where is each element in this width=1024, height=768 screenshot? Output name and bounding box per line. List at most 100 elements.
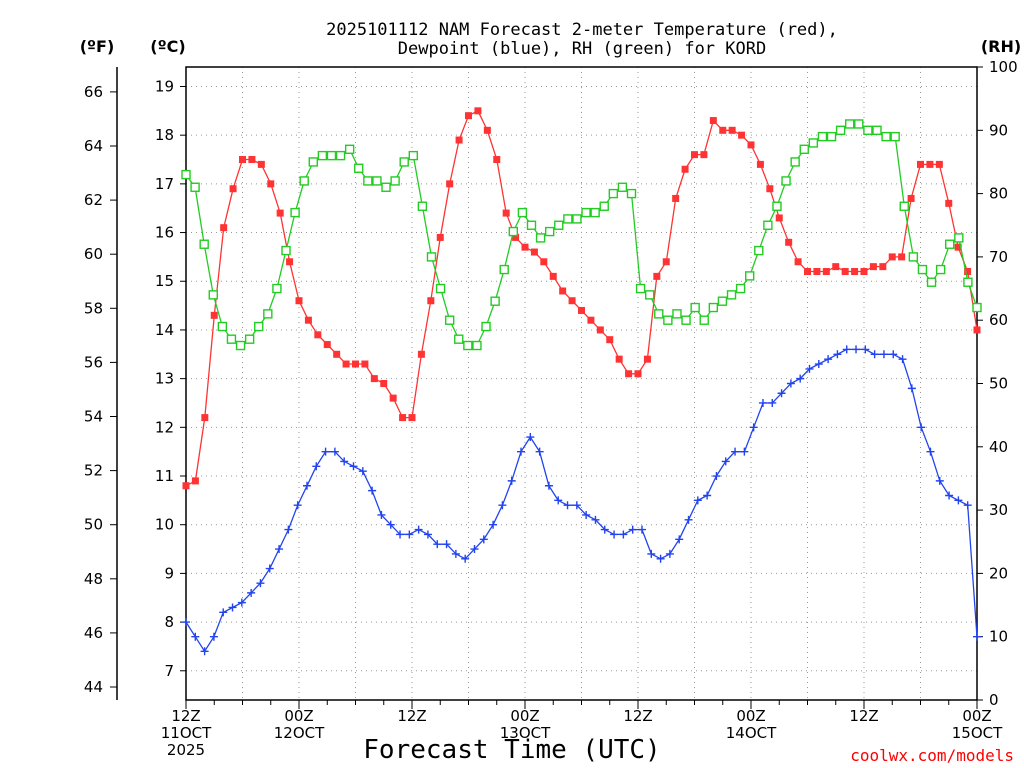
temperature-point — [869, 263, 877, 271]
dewpoint-point — [805, 364, 814, 373]
temperature-point — [483, 126, 491, 134]
celsius-tick-label: 16 — [155, 224, 174, 242]
dewpoint-point — [479, 535, 488, 544]
rh-point — [190, 182, 200, 192]
rh-point — [199, 239, 209, 249]
rh-point — [508, 226, 519, 237]
rh-point — [563, 214, 573, 224]
temperature-point — [643, 355, 651, 363]
temperature-point — [427, 297, 435, 305]
temperature-point — [220, 224, 228, 232]
dewpoint-point — [405, 530, 414, 539]
fahrenheit-tick-label: 52 — [84, 462, 103, 480]
dewpoint-point — [684, 515, 693, 524]
temperature-point — [201, 414, 209, 422]
celsius-tick-label: 10 — [155, 516, 174, 534]
dewpoint-point — [582, 510, 591, 519]
rh-point — [708, 302, 719, 313]
temperature-point — [465, 112, 472, 120]
rh-point — [935, 264, 946, 275]
celsius-tick-label: 7 — [164, 662, 174, 680]
rh-point — [717, 296, 728, 306]
rh-point — [617, 182, 628, 192]
celsius-tick-label: 19 — [155, 77, 174, 95]
temperature-point — [304, 316, 312, 324]
rh-point — [390, 176, 400, 186]
temperature-point — [436, 233, 444, 241]
grid-layer — [186, 67, 977, 700]
rh-point — [608, 188, 619, 199]
dewpoint-point — [610, 530, 619, 539]
temperature-point — [549, 272, 557, 280]
temperature-point — [653, 272, 661, 280]
rh-point — [472, 340, 482, 351]
rh-point — [535, 233, 546, 243]
celsius-tick-label: 9 — [164, 564, 174, 582]
rh-point — [517, 207, 528, 218]
dewpoint-point — [786, 379, 795, 388]
temperature-point — [747, 141, 755, 149]
temperature-point — [229, 185, 237, 193]
x-tick-label: 12Z — [623, 707, 652, 725]
rh-point — [790, 157, 800, 167]
temperature-point — [587, 316, 595, 324]
rh-point — [735, 283, 746, 294]
temperature-point — [832, 263, 840, 271]
rh-point — [235, 340, 246, 351]
temperature-point — [455, 136, 463, 144]
rh-point — [663, 315, 673, 325]
dewpoint-point — [219, 608, 228, 617]
dewpoint-point — [442, 540, 451, 549]
dewpoint-point — [544, 481, 553, 490]
fahrenheit-tick-label: 60 — [84, 245, 103, 263]
temperature-point — [568, 297, 576, 305]
dewpoint-point — [861, 345, 870, 354]
dewpoint-point — [712, 472, 721, 481]
credit-text: coolwx.com/models — [850, 746, 1014, 765]
temperature-point — [681, 165, 689, 173]
rh-point — [181, 169, 191, 180]
x-tick-label: 12Z — [397, 707, 426, 725]
dewpoint-point — [507, 476, 516, 485]
temperature-point — [728, 126, 736, 134]
temperature-point — [399, 414, 407, 422]
rh-point — [626, 188, 637, 199]
dewpoint-point — [330, 447, 339, 456]
rh-point — [263, 309, 273, 319]
temperature-point — [756, 160, 764, 168]
celsius-tick-label: 18 — [155, 126, 174, 144]
temperature-point — [775, 214, 783, 222]
fahrenheit-tick-label: 66 — [84, 83, 103, 101]
dewpoint-point — [721, 457, 730, 466]
dewpoint-point — [842, 345, 851, 354]
rh-point — [417, 201, 428, 211]
dewpoint-point — [368, 486, 377, 495]
rh-point — [763, 220, 773, 230]
rh-point — [272, 283, 282, 294]
rh-point — [772, 201, 782, 211]
rh-point — [781, 176, 791, 186]
rh-point — [354, 163, 364, 173]
temperature-point — [700, 151, 708, 159]
rh-tick-label: 10 — [989, 628, 1008, 646]
rh-tick-label: 100 — [989, 58, 1018, 76]
temperature-point — [239, 156, 246, 164]
rh-point — [381, 182, 391, 192]
rh-tick-label: 60 — [989, 311, 1008, 329]
rh-point — [526, 220, 537, 230]
rh-point — [208, 290, 218, 300]
dewpoint-point — [377, 510, 386, 519]
temperature-point — [257, 160, 265, 168]
rh-point — [635, 283, 646, 294]
temperature-point — [709, 117, 717, 125]
x-tick-label: 14OCT — [726, 724, 777, 742]
temperature-point — [615, 355, 623, 363]
dewpoint-point — [758, 398, 767, 407]
temperature-point — [935, 160, 943, 168]
temperature-point — [182, 482, 190, 490]
rh-point — [463, 340, 473, 351]
x-tick-label: 00Z — [962, 707, 991, 725]
rh-point — [435, 283, 446, 294]
temperature-point — [804, 268, 811, 276]
temperature-point — [766, 185, 774, 193]
